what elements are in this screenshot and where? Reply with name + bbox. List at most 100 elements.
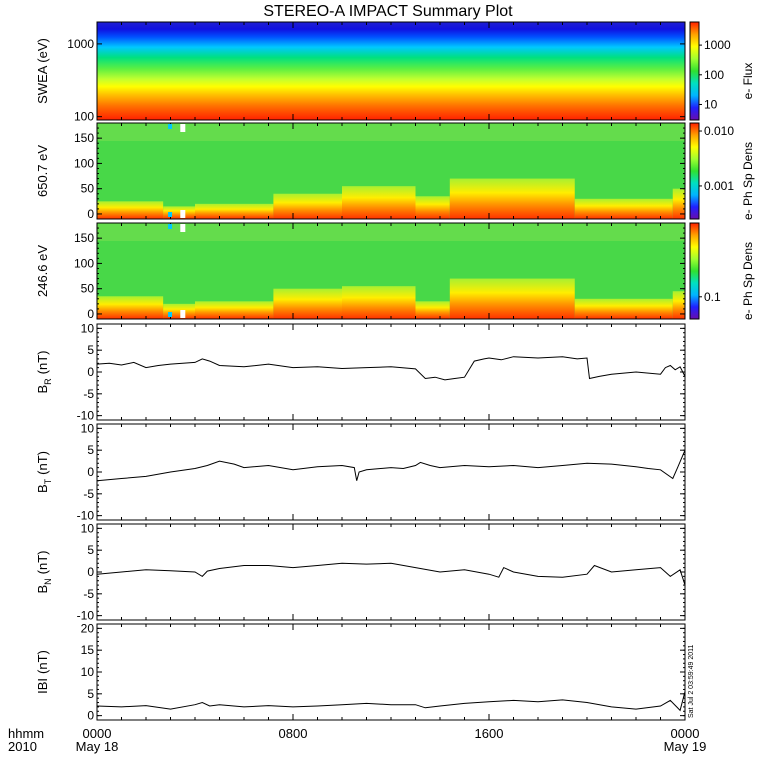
- heatmap-band: [574, 198, 673, 219]
- heatmap-band: [273, 288, 342, 319]
- colorbar-gradient: [689, 21, 700, 121]
- panel-6: -10 -5 0 5 10 BN (nT): [35, 521, 686, 623]
- y-label-unit: (nT): [35, 650, 50, 674]
- y-label-main: IBI: [35, 678, 50, 694]
- colorbar-label: e- Ph Sp Dens: [741, 242, 755, 320]
- y-tick-label: -10: [77, 509, 95, 523]
- y-tick-label: -10: [77, 409, 95, 423]
- colorbar-gradient: [689, 222, 700, 320]
- heatmap-band: [273, 193, 342, 219]
- y-axis-label: BN (nT): [35, 550, 53, 593]
- colorbar-tick-label: 0.1: [704, 290, 721, 304]
- panel-frame: [96, 323, 686, 421]
- y-tick-label: 10: [81, 321, 95, 335]
- colorbar-tick-label: 1000: [704, 38, 731, 52]
- y-tick-label: -5: [83, 587, 94, 601]
- panel-2: 0 50 100 150 650.7 eV: [35, 122, 686, 221]
- y-label-main: B: [35, 484, 50, 493]
- colorbar-tick-label: 100: [704, 68, 724, 82]
- colorbar-3: 0.1 e- Ph Sp Dens: [689, 222, 755, 320]
- y-tick-label: 0: [87, 207, 94, 221]
- heatmap-band: [415, 301, 450, 319]
- y-tick-label: 100: [74, 110, 94, 124]
- y-tick-label: 100: [74, 156, 94, 170]
- y-tick-label: 150: [74, 131, 94, 145]
- y-axis-label: BR (nT): [35, 350, 53, 393]
- time-tick-label: 0000: [83, 726, 112, 741]
- time-tick-label: 0800: [279, 726, 308, 741]
- y-axis-label: IBI (nT): [35, 650, 50, 694]
- data-gap-edge: [168, 124, 173, 129]
- y-axis-label: 246.6 eV: [35, 245, 50, 297]
- y-tick-label: 15: [81, 643, 95, 657]
- panel-7: 0 5 10 15 20 IBI (nT): [35, 621, 686, 723]
- y-tick-label: 5: [87, 687, 94, 701]
- generation-timestamp: Sat Jul 2 03:59:49 2011: [688, 644, 695, 718]
- heatmap-band: [449, 278, 575, 319]
- panel-1: 100 1000 SWEA (eV): [35, 21, 686, 124]
- y-tick-label: 0: [87, 307, 94, 321]
- y-tick-label: 0: [87, 709, 94, 723]
- y-tick-label: 20: [81, 621, 95, 635]
- y-tick-label: 10: [81, 521, 95, 535]
- heatmap-band: [574, 298, 673, 319]
- heatmap-top-band: [97, 123, 685, 141]
- y-tick-label: -5: [83, 487, 94, 501]
- y-tick-label: 5: [87, 543, 94, 557]
- time-tick-date: May 19: [664, 739, 707, 754]
- colorbar-label: e- Ph Sp Dens: [741, 142, 755, 220]
- time-axis-label-year: 2010: [8, 739, 37, 754]
- data-gap-edge: [168, 224, 173, 229]
- heatmap-band: [163, 303, 195, 319]
- y-tick-label: 5: [87, 443, 94, 457]
- y-tick-label: 50: [81, 182, 95, 196]
- y-tick-label: 1000: [67, 37, 94, 51]
- y-label-unit: (nT): [35, 550, 50, 574]
- colorbar-gradient: [689, 122, 700, 220]
- colorbar-tick-label: 0.010: [704, 124, 734, 138]
- data-gap: [180, 124, 186, 132]
- data-line: [96, 691, 686, 712]
- data-line: [96, 450, 686, 482]
- y-tick-label: -10: [77, 609, 95, 623]
- plot-title: STEREO-A IMPACT Summary Plot: [263, 3, 513, 20]
- panel-3: 0 50 100 150 246.6 eV: [35, 222, 686, 321]
- y-tick-label: 50: [81, 282, 95, 296]
- colorbar-tick-label: 0.001: [704, 179, 734, 193]
- y-tick-label: 100: [74, 256, 94, 270]
- y-label-main: B: [35, 385, 50, 394]
- y-label-unit: (nT): [35, 451, 50, 475]
- y-label-subscript: T: [43, 478, 53, 484]
- time-tick-label: 1600: [475, 726, 504, 741]
- y-tick-label: -5: [83, 387, 94, 401]
- y-label-unit: (nT): [35, 350, 50, 374]
- colorbar-2: 0.001 0.010 e- Ph Sp Dens: [689, 122, 755, 220]
- heatmap-band: [342, 186, 416, 219]
- data-gap: [180, 310, 186, 318]
- heatmap-band: [195, 203, 274, 219]
- heatmap-band: [449, 178, 575, 219]
- data-gap-edge: [168, 312, 173, 317]
- y-tick-label: 10: [81, 421, 95, 435]
- time-axis-label-hhmm: hhmm: [8, 726, 44, 741]
- y-label-subscript: R: [43, 378, 53, 385]
- colorbar-tick-label: 10: [704, 97, 718, 111]
- y-tick-label: 0: [87, 365, 94, 379]
- data-gap: [180, 210, 186, 218]
- time-tick-date: May 18: [76, 739, 119, 754]
- heatmap-band: [163, 206, 195, 219]
- heatmap-band: [672, 188, 685, 219]
- y-label-subscript: N: [43, 578, 53, 585]
- time-tick-label: 0000: [671, 726, 700, 741]
- y-tick-label: 5: [87, 343, 94, 357]
- heatmap-band: [97, 296, 164, 319]
- y-axis-label: BT (nT): [35, 451, 53, 493]
- data-line: [96, 356, 686, 381]
- y-tick-label: 0: [87, 565, 94, 579]
- spectrogram-image: [97, 22, 685, 120]
- data-line: [96, 562, 686, 586]
- y-tick-label: 0: [87, 465, 94, 479]
